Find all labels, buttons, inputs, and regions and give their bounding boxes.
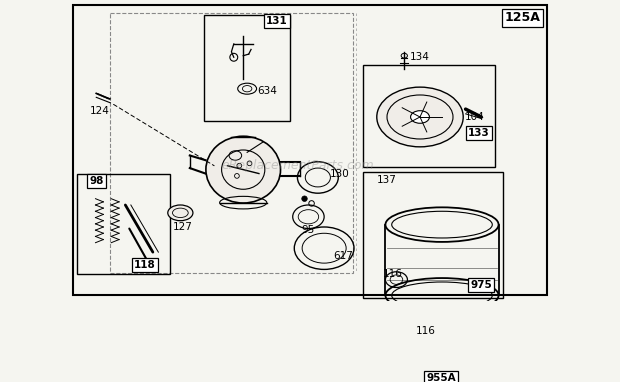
Text: 116: 116 [383,269,402,279]
Text: 955A: 955A [427,373,456,382]
Text: 125A: 125A [504,11,540,24]
Text: 104: 104 [465,112,485,122]
Text: 131: 131 [266,16,288,26]
Text: 617: 617 [333,251,353,261]
Text: 137: 137 [377,175,397,185]
Bar [363,65,495,167]
Ellipse shape [410,111,430,123]
Text: 134: 134 [410,52,430,62]
Text: 124: 124 [89,106,109,116]
Text: 130: 130 [330,168,350,178]
Bar [381,320,498,382]
Text: 975: 975 [471,280,492,290]
Text: eReplacementParts.com: eReplacementParts.com [222,159,374,172]
Text: 133: 133 [468,128,490,138]
Bar [204,15,290,121]
Ellipse shape [168,205,193,221]
Text: 98: 98 [89,176,104,186]
Bar [381,304,498,382]
Circle shape [302,196,308,201]
Ellipse shape [206,136,280,203]
Bar [383,309,498,382]
Text: 127: 127 [173,222,193,232]
Bar [110,13,353,273]
Text: 116: 116 [415,326,435,336]
Text: 634: 634 [257,86,277,96]
Ellipse shape [377,87,463,147]
Text: 95: 95 [302,225,315,235]
Bar [363,172,503,298]
Text: 118: 118 [134,260,156,270]
Bar [78,173,170,274]
